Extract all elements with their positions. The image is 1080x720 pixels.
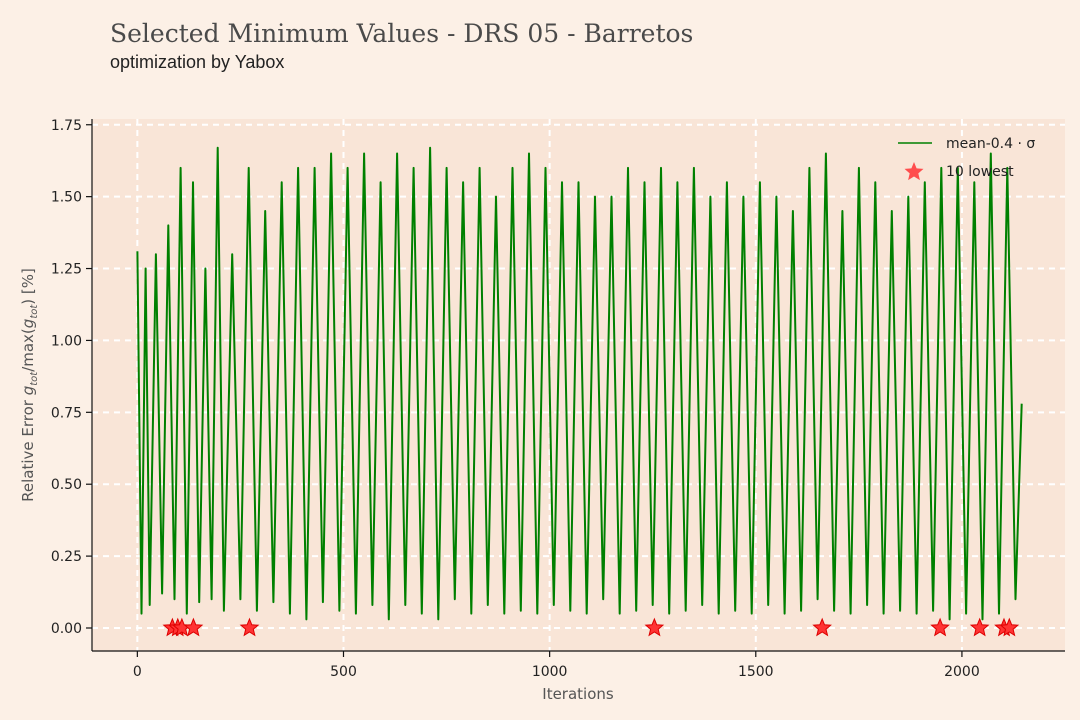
legend: mean-0.4 · σ 10 lowest: [898, 136, 1035, 181]
y-axis-label: Relative Error gtot/max(gtot) [%]: [19, 268, 40, 502]
y-tick-label: 0.25: [51, 549, 82, 565]
legend-label-lowest: 10 lowest: [946, 164, 1014, 180]
lowest-point-marker: [930, 617, 950, 637]
chart-title: Selected Minimum Values - DRS 05 - Barre…: [110, 19, 693, 48]
x-tick-label: 2000: [944, 664, 980, 680]
legend-label-mean: mean-0.4 · σ: [946, 136, 1035, 152]
lowest-point-marker: [183, 617, 204, 637]
lowest-point-marker: [239, 617, 260, 637]
x-axis-ticks: 0 500 1000 1500 2000: [133, 651, 980, 680]
y-tick-label: 1.00: [51, 333, 82, 349]
y-tick-label: 1.25: [51, 262, 82, 278]
x-tick-label: 500: [330, 664, 357, 680]
y-tick-label: 0.50: [51, 477, 82, 493]
x-tick-label: 1000: [532, 664, 568, 680]
y-tick-label: 0.00: [51, 621, 82, 637]
chart-subtitle: optimization by Yabox: [110, 52, 284, 72]
legend-star-swatch: [904, 162, 924, 181]
x-tick-label: 1500: [738, 664, 774, 680]
lowest-point-marker: [644, 617, 665, 637]
lowest-point-marker: [969, 617, 990, 637]
series-line-mean: [136, 146, 1023, 621]
y-tick-label: 1.75: [51, 118, 82, 134]
y-axis-ticks: 0.00 0.25 0.50 0.75 1.00 1.25 1.50 1.75: [51, 118, 92, 637]
lowest-markers: [162, 617, 1020, 637]
lowest-point-marker: [812, 617, 832, 637]
y-tick-label: 1.50: [51, 190, 82, 206]
axes: [91, 119, 1065, 652]
lowest-point-marker: [999, 617, 1020, 637]
line-series: [136, 146, 1023, 621]
y-tick-label: 0.75: [51, 405, 82, 421]
x-axis-label: Iterations: [542, 685, 614, 703]
x-tick-label: 0: [133, 664, 142, 680]
